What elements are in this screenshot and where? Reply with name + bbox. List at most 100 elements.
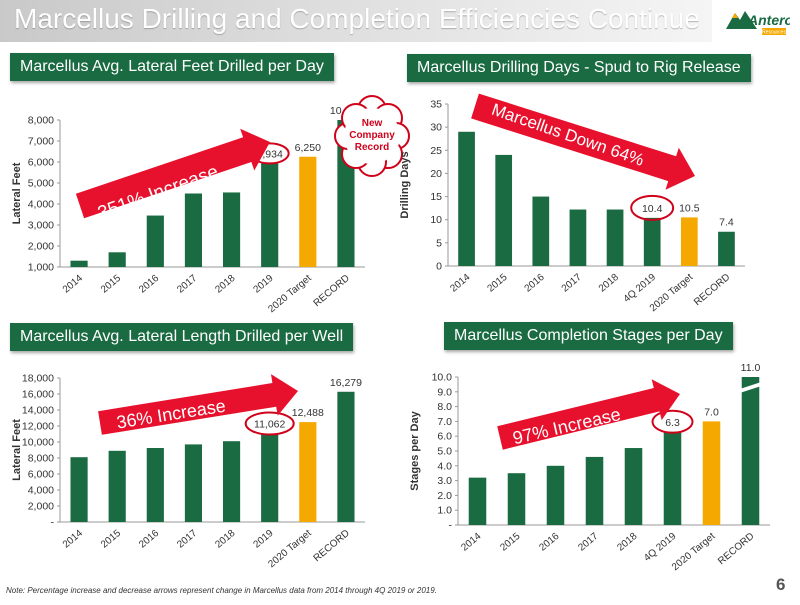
y-tick-label: 2.0 xyxy=(437,490,452,502)
y-tick-label: 4,000 xyxy=(28,485,54,497)
y-tick-label: 7,000 xyxy=(28,136,54,148)
bar-3 xyxy=(546,465,565,525)
trend-arrow xyxy=(497,379,680,450)
callout-cloud: New Company Record xyxy=(334,95,410,177)
y-tick-label: 0 xyxy=(436,261,442,273)
value-label-7: 12,488 xyxy=(292,407,324,419)
trend-arrow xyxy=(98,374,298,435)
page-number: 6 xyxy=(776,575,786,594)
callout-line: Company xyxy=(349,130,395,141)
callout-line: New xyxy=(362,118,383,129)
y-tick-label: 1,000 xyxy=(28,262,54,274)
category-label-7: 2020 Target xyxy=(670,531,718,573)
value-label-7: 10.5 xyxy=(679,202,700,214)
panel-header-lateral-feet-per-day: Marcellus Avg. Lateral Feet Drilled per … xyxy=(10,53,334,81)
cloud-fill xyxy=(344,108,400,164)
trend-arrow xyxy=(75,128,271,219)
y-tick-label: 8,000 xyxy=(28,115,54,127)
y-axis-label: Lateral Feet xyxy=(11,419,23,481)
bar-7 xyxy=(299,156,317,267)
category-label-1: 2014 xyxy=(459,531,483,554)
axis-break-mark xyxy=(739,382,762,393)
category-label-6: 4Q 2019 xyxy=(642,531,679,564)
bar-8 xyxy=(718,231,735,266)
y-tick-label: 10 xyxy=(430,214,442,226)
bar-6 xyxy=(643,217,661,266)
bar-8 xyxy=(337,391,355,522)
y-tick-label: - xyxy=(51,517,55,529)
bar-4 xyxy=(569,209,587,266)
y-tick-label: 2,000 xyxy=(28,501,54,513)
value-label-8: 16,279 xyxy=(330,377,362,389)
value-label-6: 10.4 xyxy=(642,203,663,215)
value-label-6: 6.3 xyxy=(665,417,680,429)
category-label-8: RECORD xyxy=(716,531,756,567)
callout-text: New Company Record xyxy=(349,118,395,153)
y-axis-label: Drilling Days xyxy=(399,151,411,218)
bar-3 xyxy=(146,215,164,267)
value-label-7: 6,250 xyxy=(295,142,321,154)
bar-2 xyxy=(507,473,526,525)
bar-4 xyxy=(184,193,203,267)
antero-logo: Antero Resources xyxy=(726,11,790,36)
y-axis-label: Lateral Feet xyxy=(11,162,23,224)
value-label-8: 11.0 xyxy=(741,362,761,374)
y-tick-label: 1.0 xyxy=(437,505,452,517)
bar-7 xyxy=(299,422,317,522)
bar-8 xyxy=(741,377,760,525)
y-tick-label: 16,000 xyxy=(22,389,54,401)
y-tick-label: 6,000 xyxy=(28,157,54,169)
y-tick-label: 5 xyxy=(436,237,442,249)
bar-7 xyxy=(702,421,721,525)
page-title: Marcellus Drilling and Completion Effici… xyxy=(14,3,700,34)
y-tick-label: 6,000 xyxy=(28,469,54,481)
bar-5 xyxy=(222,192,241,267)
bar-6 xyxy=(261,163,279,267)
value-label-7: 7.0 xyxy=(704,406,719,418)
panel-header-completion-stages: Marcellus Completion Stages per Day xyxy=(444,322,733,350)
y-tick-label: - xyxy=(449,520,453,532)
y-tick-label: 35 xyxy=(430,99,442,111)
y-tick-label: 4.0 xyxy=(437,460,452,472)
panel-header-lateral-length-per-well: Marcellus Avg. Lateral Length Drilled pe… xyxy=(10,323,354,351)
y-tick-label: 6.0 xyxy=(437,431,452,443)
bar-3 xyxy=(146,448,164,522)
bar-4 xyxy=(585,456,604,525)
y-tick-label: 10,000 xyxy=(22,437,54,449)
y-tick-label: 8,000 xyxy=(28,453,54,465)
y-tick-label: 20 xyxy=(430,168,442,180)
bar-5 xyxy=(222,441,241,522)
bar-2 xyxy=(495,154,513,266)
y-tick-label: 2,000 xyxy=(28,241,54,253)
bar-5 xyxy=(624,448,643,525)
highlight-circle xyxy=(651,409,694,434)
y-tick-label: 7.0 xyxy=(437,416,452,428)
category-label-4: 2017 xyxy=(576,531,600,554)
y-tick-label: 5,000 xyxy=(28,178,54,190)
bar-1 xyxy=(70,457,88,522)
bar-2 xyxy=(108,252,126,267)
y-tick-label: 9.0 xyxy=(437,386,452,398)
y-tick-label: 5.0 xyxy=(437,446,452,458)
bar-2 xyxy=(108,450,126,522)
y-tick-label: 8.0 xyxy=(437,401,452,413)
bar-6 xyxy=(261,433,279,522)
logo-subtext: Resources xyxy=(762,30,786,36)
panel-header-drilling-days: Marcellus Drilling Days - Spud to Rig Re… xyxy=(407,54,751,82)
bar-5 xyxy=(606,209,624,266)
y-tick-label: 14,000 xyxy=(22,405,54,417)
category-label-2: 2015 xyxy=(498,531,522,554)
category-label-3: 2016 xyxy=(537,531,561,554)
highlight-circle xyxy=(630,194,675,221)
y-tick-label: 30 xyxy=(430,122,442,134)
y-tick-label: 18,000 xyxy=(22,373,54,385)
y-tick-label: 4,000 xyxy=(28,199,54,211)
bar-7 xyxy=(680,217,698,266)
